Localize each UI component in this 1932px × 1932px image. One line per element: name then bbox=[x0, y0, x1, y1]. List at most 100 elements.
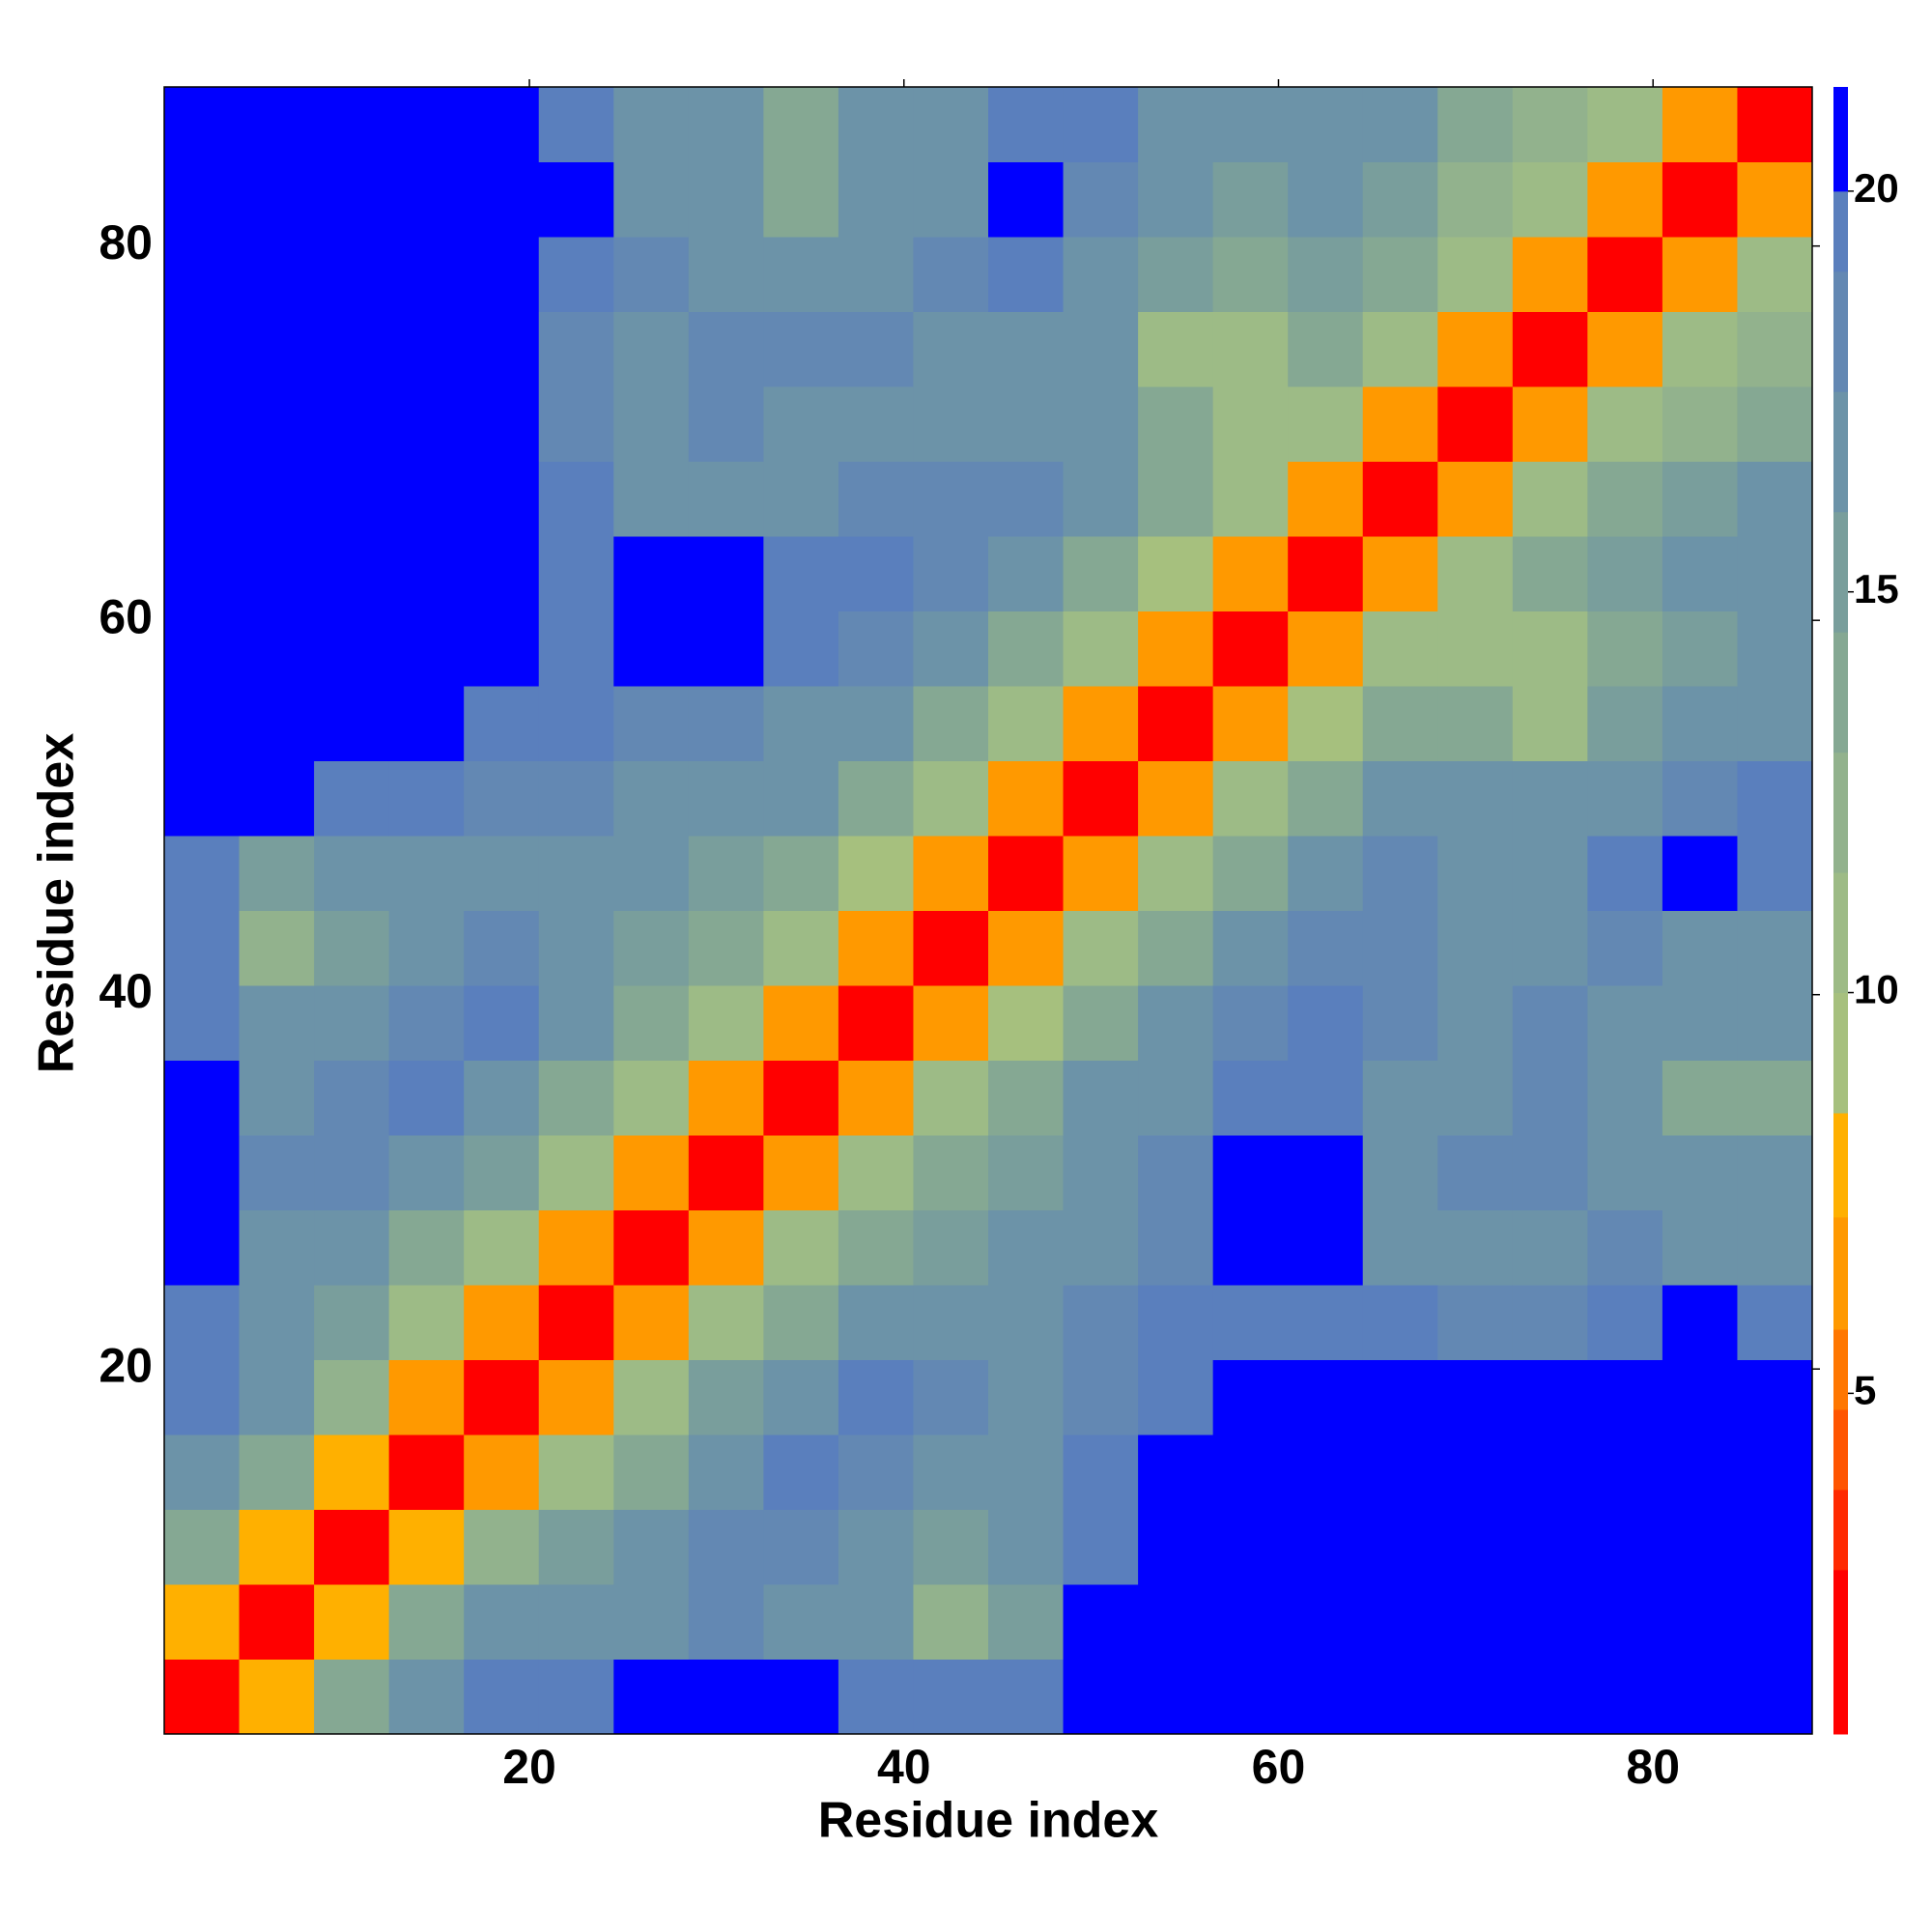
heatmap-cell bbox=[1138, 536, 1214, 611]
heatmap-cell bbox=[688, 1359, 764, 1435]
heatmap-cell bbox=[314, 686, 390, 761]
heatmap-cell bbox=[1662, 686, 1738, 761]
heatmap-cell bbox=[1288, 237, 1364, 312]
heatmap-cell bbox=[464, 611, 540, 687]
heatmap-cell bbox=[1212, 985, 1289, 1061]
heatmap-cell bbox=[988, 910, 1065, 986]
heatmap-cell bbox=[1587, 611, 1663, 687]
heatmap-cell bbox=[1587, 461, 1663, 537]
heatmap-cell bbox=[913, 760, 989, 837]
heatmap-cell bbox=[1512, 985, 1588, 1061]
heatmap-cell bbox=[388, 1659, 465, 1735]
heatmap-cell bbox=[838, 686, 914, 761]
heatmap-cell bbox=[838, 161, 914, 238]
heatmap-cell bbox=[613, 1435, 690, 1510]
heatmap-cell bbox=[1288, 386, 1364, 462]
heatmap-cell bbox=[1662, 1435, 1738, 1510]
heatmap-cell bbox=[1362, 1209, 1438, 1286]
heatmap-cell bbox=[688, 611, 764, 687]
heatmap-cell bbox=[838, 87, 914, 162]
heatmap-cell bbox=[1437, 1659, 1514, 1735]
heatmap-cell bbox=[1587, 1584, 1663, 1660]
heatmap-cell bbox=[388, 1209, 465, 1286]
heatmap-cell bbox=[1212, 686, 1289, 761]
heatmap-cell bbox=[1212, 611, 1289, 687]
heatmap-cell bbox=[164, 161, 241, 238]
heatmap-cell bbox=[1737, 686, 1813, 761]
heatmap-cell bbox=[1437, 1509, 1514, 1585]
y-tick-label: 20 bbox=[99, 1338, 153, 1392]
colorbar-segment bbox=[1833, 1112, 1848, 1218]
heatmap-cell bbox=[763, 760, 839, 837]
heatmap-cell bbox=[613, 1285, 690, 1360]
heatmap-cell bbox=[1362, 1659, 1438, 1735]
heatmap-cell bbox=[838, 237, 914, 312]
heatmap-cell bbox=[464, 910, 540, 986]
heatmap-cell bbox=[1587, 386, 1663, 462]
heatmap-cell bbox=[1288, 910, 1364, 986]
heatmap-cell bbox=[1063, 686, 1139, 761]
heatmap-cell bbox=[613, 311, 690, 387]
heatmap-cell bbox=[763, 1659, 839, 1735]
heatmap-cell bbox=[763, 1285, 839, 1360]
heatmap-cell bbox=[314, 1060, 390, 1136]
heatmap-cell bbox=[1362, 311, 1438, 387]
heatmap-cell bbox=[988, 1584, 1065, 1660]
heatmap-cell bbox=[1587, 1659, 1663, 1735]
heatmap-cell bbox=[314, 1359, 390, 1435]
heatmap-cell bbox=[464, 836, 540, 911]
heatmap-cell bbox=[1288, 1584, 1364, 1660]
heatmap-cell bbox=[1138, 910, 1214, 986]
heatmap-cell bbox=[1587, 760, 1663, 837]
heatmap-cell bbox=[1662, 386, 1738, 462]
heatmap-cell bbox=[1212, 760, 1289, 837]
heatmap-cell bbox=[464, 760, 540, 837]
heatmap-cell bbox=[763, 1135, 839, 1210]
heatmap-cell bbox=[239, 1584, 315, 1660]
heatmap-cell bbox=[838, 1509, 914, 1585]
heatmap-cell bbox=[239, 461, 315, 537]
heatmap-cell bbox=[1737, 1435, 1813, 1510]
heatmap-cell bbox=[1737, 611, 1813, 687]
heatmap-cell bbox=[1212, 1509, 1289, 1585]
heatmap-cell bbox=[1737, 386, 1813, 462]
heatmap-cell bbox=[913, 1659, 989, 1735]
heatmap-cell bbox=[1212, 161, 1289, 238]
heatmap-cell bbox=[1288, 461, 1364, 537]
heatmap-cell bbox=[1512, 1659, 1588, 1735]
heatmap-cell bbox=[988, 1509, 1065, 1585]
heatmap-cell bbox=[1063, 237, 1139, 312]
heatmap-cell bbox=[1362, 1135, 1438, 1210]
heatmap-cell bbox=[763, 461, 839, 537]
plot-frame bbox=[163, 86, 1813, 1735]
colorbar-tick-label: 10 bbox=[1854, 967, 1899, 1012]
colorbar-segment bbox=[1833, 752, 1848, 873]
heatmap-cell bbox=[688, 1584, 764, 1660]
heatmap-cell bbox=[1362, 611, 1438, 687]
heatmap-cell bbox=[1212, 87, 1289, 162]
heatmap-cell bbox=[1587, 686, 1663, 761]
heatmap-cell bbox=[538, 461, 614, 537]
heatmap-cell bbox=[838, 910, 914, 986]
heatmap-cell bbox=[164, 686, 241, 761]
heatmap-cell bbox=[1512, 161, 1588, 238]
heatmap-cell bbox=[538, 1060, 614, 1136]
heatmap-cell bbox=[538, 836, 614, 911]
heatmap-cell bbox=[988, 1659, 1065, 1735]
heatmap-cell bbox=[763, 1060, 839, 1136]
heatmap-cell bbox=[1737, 985, 1813, 1061]
heatmap-cell bbox=[239, 611, 315, 687]
colorbar-tick-label: 5 bbox=[1854, 1367, 1876, 1412]
heatmap-cell bbox=[688, 386, 764, 462]
heatmap-cell bbox=[1662, 760, 1738, 837]
heatmap-cell bbox=[164, 611, 241, 687]
heatmap-cell bbox=[464, 1435, 540, 1510]
heatmap-cell bbox=[913, 1584, 989, 1660]
heatmap-cell bbox=[1512, 536, 1588, 611]
heatmap-cell bbox=[763, 87, 839, 162]
heatmap-cell bbox=[239, 1509, 315, 1585]
heatmap-cell bbox=[1063, 1584, 1139, 1660]
x-tick-label: 60 bbox=[1252, 1740, 1306, 1794]
heatmap-cell bbox=[1737, 1285, 1813, 1360]
heatmap-cell bbox=[1362, 161, 1438, 238]
